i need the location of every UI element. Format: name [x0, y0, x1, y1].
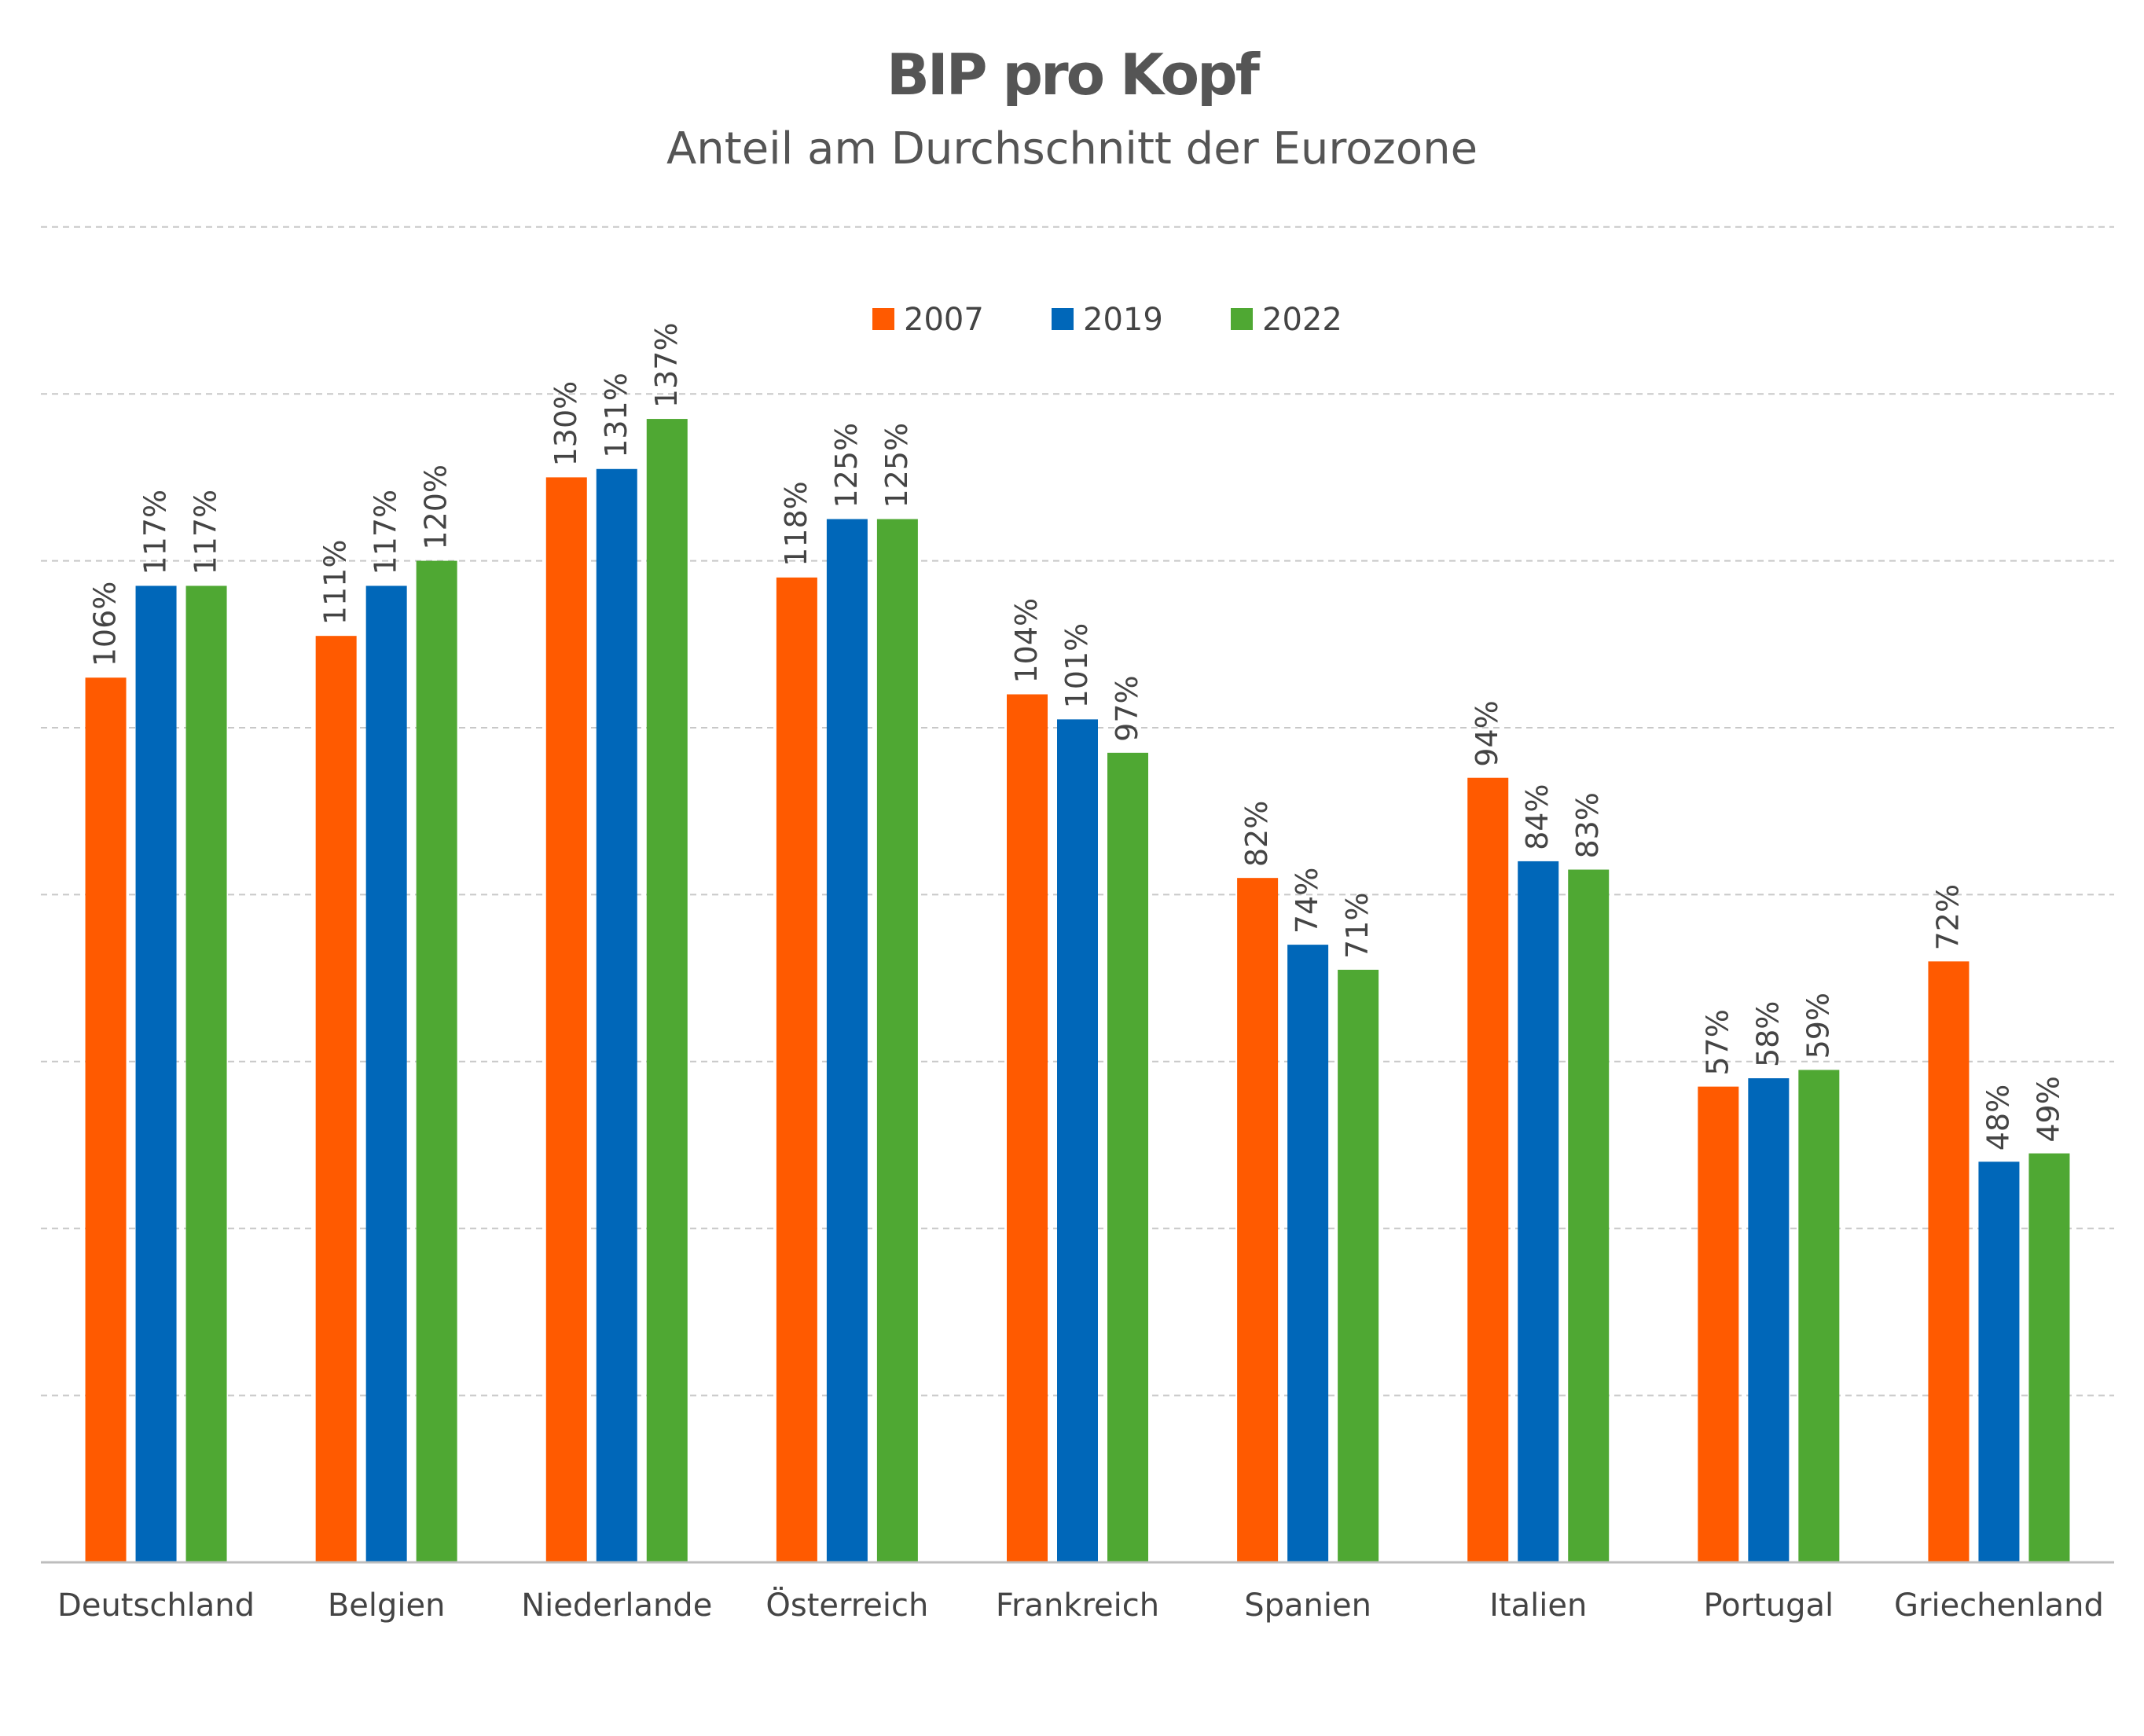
chart-subtitle: Anteil am Durchschnitt der Eurozone — [666, 123, 1478, 174]
legend-label-2019: 2019 — [1083, 302, 1163, 338]
legend-swatch-2007 — [872, 308, 894, 330]
data-label-deutschland-2019: 117% — [138, 490, 173, 575]
x-tick-label-belgien: Belgien — [328, 1587, 446, 1624]
bar-italien-2007 — [1467, 777, 1509, 1562]
bar-portugal-2022 — [1798, 1070, 1840, 1562]
bar-portugal-2019 — [1748, 1078, 1790, 1562]
bar-griechenland-2019 — [1978, 1162, 2020, 1562]
legend-label-2007: 2007 — [904, 302, 984, 338]
bar-spanien-2022 — [1338, 969, 1379, 1562]
data-label-niederlande-2022: 137% — [649, 322, 684, 408]
data-label-portugal-2007: 57% — [1700, 1009, 1735, 1075]
data-label-belgien-2022: 120% — [419, 464, 453, 550]
bar-österreich-2019 — [826, 519, 868, 1562]
data-label-frankreich-2019: 101% — [1059, 623, 1094, 709]
legend-label-2022: 2022 — [1262, 302, 1342, 338]
x-tick-label-österreich: Österreich — [765, 1586, 928, 1624]
x-tick-label-portugal: Portugal — [1703, 1587, 1834, 1624]
bar-griechenland-2007 — [1928, 961, 1970, 1562]
data-labels: 106% 117% 117% 111% 117% 120% 130% 131% 137% 118%… — [88, 322, 2066, 1151]
data-label-spanien-2007: 82% — [1239, 801, 1274, 867]
legend: 2007 2019 2022 — [872, 302, 1342, 338]
data-label-frankreich-2007: 104% — [1009, 598, 1044, 684]
x-tick-label-spanien: Spanien — [1244, 1587, 1371, 1624]
data-label-italien-2007: 94% — [1470, 700, 1504, 766]
bar-portugal-2007 — [1698, 1086, 1739, 1562]
x-tick-label-griechenland: Griechenland — [1894, 1587, 2104, 1624]
data-label-griechenland-2022: 49% — [2031, 1076, 2065, 1142]
data-label-belgien-2019: 117% — [369, 490, 403, 575]
data-label-österreich-2007: 118% — [779, 481, 813, 567]
bar-belgien-2007 — [315, 636, 357, 1563]
legend-swatch-2022 — [1231, 308, 1253, 330]
bar-österreich-2022 — [876, 519, 918, 1562]
bars — [85, 419, 2070, 1563]
bar-deutschland-2007 — [85, 677, 127, 1562]
data-label-italien-2022: 83% — [1570, 792, 1605, 858]
data-label-österreich-2019: 125% — [829, 423, 864, 508]
bar-frankreich-2007 — [1007, 694, 1048, 1562]
x-tick-label-deutschland: Deutschland — [57, 1587, 255, 1624]
bar-spanien-2019 — [1287, 945, 1329, 1562]
data-label-griechenland-2007: 72% — [1930, 884, 1965, 950]
x-tick-label-italien: Italien — [1489, 1587, 1587, 1624]
data-label-deutschland-2007: 106% — [88, 582, 123, 667]
bar-frankreich-2022 — [1107, 752, 1148, 1562]
x-tick-label-frankreich: Frankreich — [996, 1587, 1159, 1624]
bar-italien-2022 — [1568, 869, 1610, 1562]
bar-niederlande-2022 — [646, 419, 688, 1562]
bar-belgien-2022 — [416, 560, 457, 1562]
bar-österreich-2007 — [776, 577, 817, 1562]
data-label-spanien-2022: 71% — [1340, 893, 1375, 959]
bar-italien-2019 — [1518, 861, 1559, 1562]
data-label-österreich-2022: 125% — [879, 423, 914, 508]
x-axis-tick-labels: Deutschland Belgien Niederlande Österreich F… — [57, 1586, 2104, 1624]
data-label-portugal-2019: 58% — [1750, 1001, 1785, 1067]
bar-deutschland-2019 — [135, 585, 177, 1563]
data-label-deutschland-2022: 117% — [189, 490, 223, 575]
data-label-portugal-2022: 59% — [1801, 993, 1835, 1059]
bar-frankreich-2019 — [1057, 719, 1098, 1562]
bar-spanien-2007 — [1237, 878, 1279, 1562]
bar-griechenland-2022 — [2028, 1153, 2070, 1562]
bar-deutschland-2022 — [185, 585, 227, 1563]
data-label-belgien-2007: 111% — [318, 540, 353, 626]
data-label-frankreich-2022: 97% — [1110, 675, 1144, 741]
chart-title: BIP pro Kopf — [887, 42, 1261, 108]
bar-niederlande-2007 — [545, 477, 587, 1562]
bar-niederlande-2019 — [596, 468, 637, 1562]
data-label-spanien-2019: 74% — [1290, 868, 1324, 934]
data-label-italien-2019: 84% — [1520, 784, 1555, 850]
data-label-niederlande-2019: 131% — [599, 373, 633, 458]
bar-belgien-2019 — [365, 585, 407, 1563]
x-tick-label-niederlande: Niederlande — [521, 1587, 712, 1624]
data-label-niederlande-2007: 130% — [549, 381, 583, 467]
data-label-griechenland-2019: 48% — [1981, 1085, 2015, 1151]
legend-swatch-2019 — [1052, 308, 1074, 330]
